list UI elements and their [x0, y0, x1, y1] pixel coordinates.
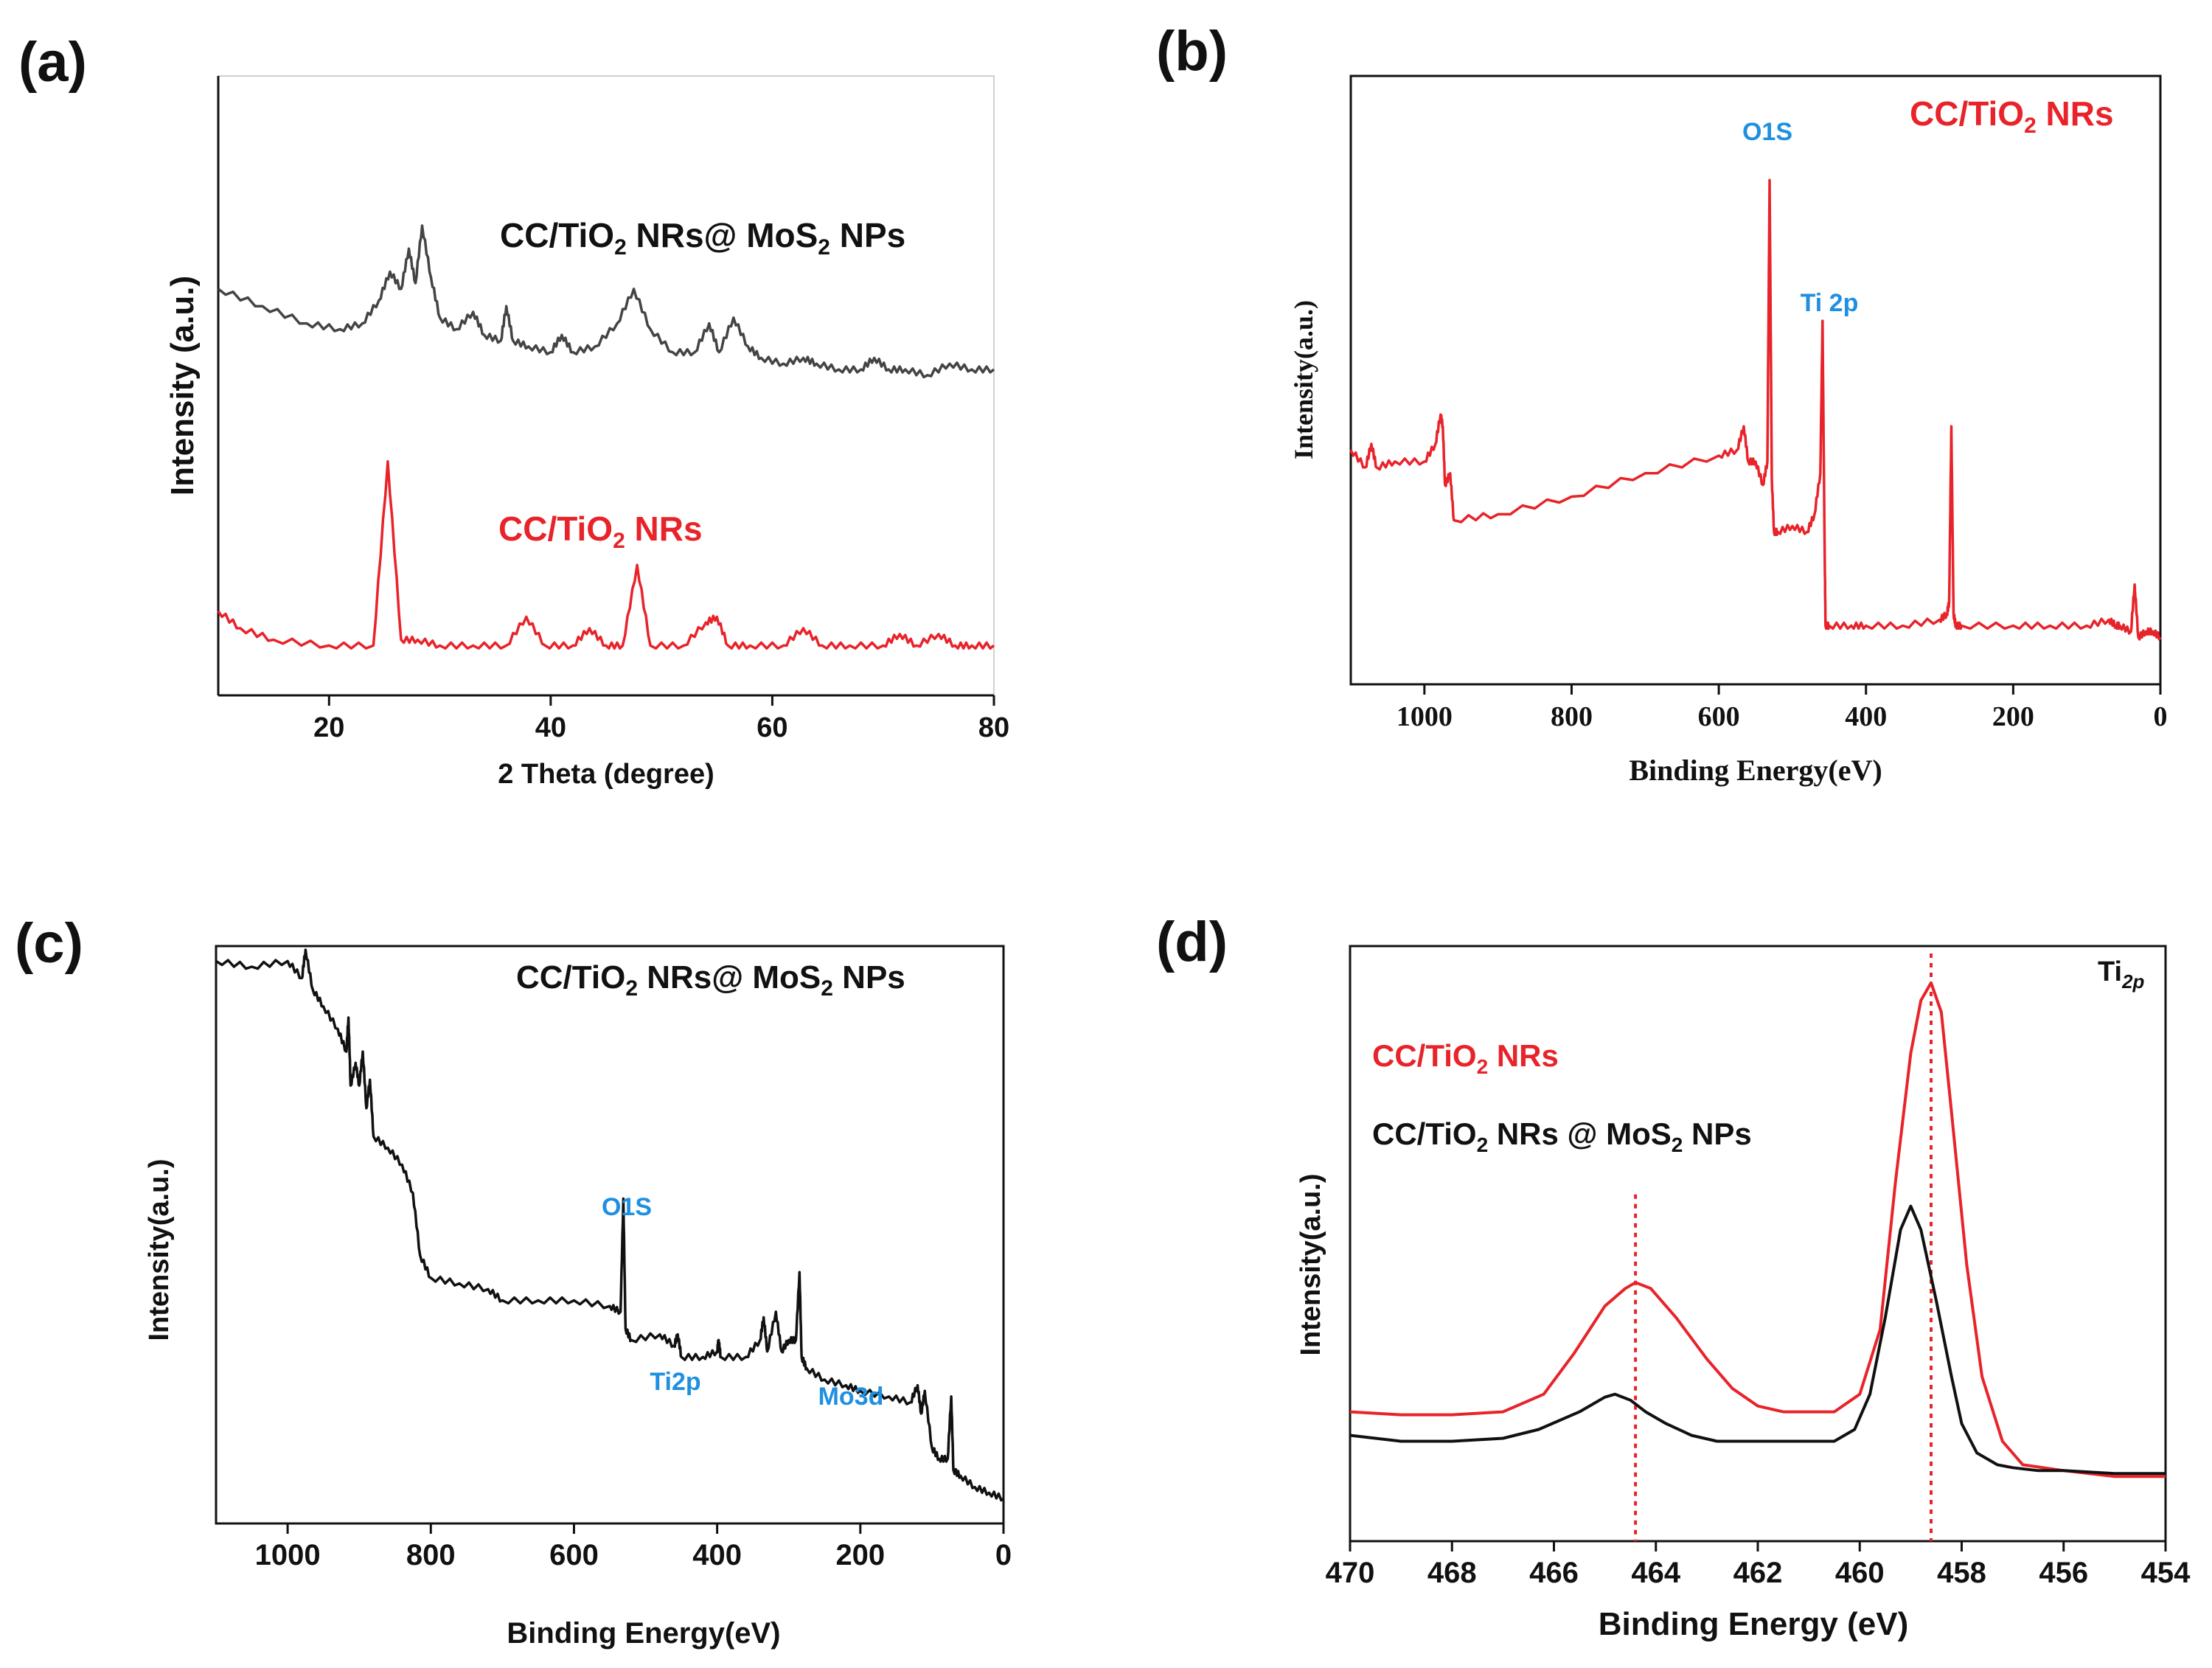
x-tick-label-c-4: 200	[835, 1539, 885, 1571]
legend-label-d-mos2: CC/TiO2 NRs @ MoS2 NPs	[1372, 1116, 1752, 1156]
panel-a: (a) 20 40 60 80 2 Theta (degree) Intensity …	[18, 31, 1009, 790]
x-axis-label-a: 2 Theta (degree)	[498, 759, 714, 790]
series-line-d-0	[1349, 981, 2166, 1478]
peak-label-b-ti2p: Ti 2p	[1801, 289, 1859, 317]
x-tick-labels-a: 20 40 60 80	[313, 712, 1009, 743]
legend-label-c: CC/TiO2 NRs@ MoS2 NPs	[516, 959, 905, 1001]
peak-label-b-o1s: O1S	[1742, 118, 1792, 146]
x-tick-label-c-5: 0	[995, 1539, 1012, 1571]
plot-frame-c	[215, 945, 1005, 1525]
x-tick-label-c-3: 400	[692, 1539, 742, 1571]
x-tick-label-a-3: 80	[978, 712, 1009, 743]
x-ticks-d	[1349, 1541, 2167, 1551]
y-axis-label-c: Intensity(a.u.)	[144, 1158, 175, 1341]
peak-label-c-ti2p: Ti2p	[650, 1368, 700, 1396]
x-tick-label-b-4: 200	[1992, 701, 2034, 732]
plot-area-outer-a	[218, 75, 995, 696]
x-tick-label-d-7: 456	[2039, 1557, 2088, 1589]
plot-frame-b	[1349, 74, 2162, 686]
x-tick-label-b-1: 800	[1551, 701, 1593, 732]
legend-label-d-tio2: CC/TiO2 NRs	[1372, 1038, 1559, 1078]
x-tick-label-a-0: 20	[313, 712, 344, 743]
plot-frame-d	[1349, 945, 2167, 1543]
panel-label-b: (b)	[1156, 20, 1228, 83]
x-axis-label-b: Binding Energy(eV)	[1629, 754, 1882, 787]
x-tick-label-d-4: 462	[1733, 1557, 1783, 1589]
series-line-d-1	[1349, 1204, 2166, 1476]
x-tick-label-d-1: 468	[1427, 1557, 1477, 1589]
x-tick-label-b-0: 1000	[1397, 701, 1453, 732]
series-line-a-0	[217, 224, 995, 379]
legend-label-a-tio2: CC/TiO2 NRs	[498, 510, 703, 553]
x-axis-label-c: Binding Energy(eV)	[507, 1617, 780, 1650]
panel-label-a: (a)	[18, 31, 87, 94]
legend-label-a-mos2: CC/TiO2 NRs@ MoS2 NPs	[500, 216, 905, 260]
x-tick-label-d-3: 464	[1631, 1557, 1680, 1589]
series-group-c	[215, 948, 1005, 1502]
y-axis-label-a: Intensity (a.u.)	[164, 276, 201, 496]
x-tick-label-a-2: 60	[757, 712, 787, 743]
legend-label-b: CC/TiO2 NRs	[1910, 94, 2114, 138]
x-tick-label-c-2: 600	[549, 1539, 599, 1571]
x-tick-labels-b: 1000 800 600 400 200 0	[1397, 701, 2168, 732]
x-tick-label-a-1: 40	[535, 712, 566, 743]
x-tick-label-d-0: 470	[1326, 1557, 1375, 1589]
y-axis-label-d: Intensity(a.u.)	[1295, 1173, 1326, 1355]
series-line-a-1	[217, 460, 995, 650]
x-ticks-c	[286, 1523, 1005, 1534]
x-tick-label-b-3: 400	[1845, 701, 1887, 732]
x-ticks-a	[327, 695, 995, 706]
series-group-b	[1349, 178, 2162, 641]
peak-label-c-o1s: O1S	[602, 1193, 652, 1221]
panel-b: (b) 1000 800 600 400 200 0 Binding Energy(eV)…	[1156, 20, 2168, 787]
panel-c: (c) 1000 800 600 400 200 0 Binding Energy(eV)…	[15, 912, 1012, 1650]
series-line-b-0	[1349, 178, 2162, 641]
x-ticks-b	[1423, 684, 2162, 695]
x-tick-label-d-2: 466	[1529, 1557, 1579, 1589]
x-tick-label-d-8: 454	[2141, 1557, 2191, 1589]
x-tick-label-d-5: 460	[1835, 1557, 1885, 1589]
panel-tag-d-ti2p: Ti2p	[2098, 956, 2145, 993]
y-axis-label-b: Intensity(a.u.)	[1289, 300, 1318, 459]
x-tick-label-b-5: 0	[2154, 701, 2168, 732]
x-tick-label-b-2: 600	[1698, 701, 1740, 732]
x-tick-label-c-1: 800	[406, 1539, 456, 1571]
x-axis-label-d: Binding Energy (eV)	[1599, 1606, 1908, 1642]
series-line-c-0	[215, 948, 1005, 1502]
dashed-markers-d	[1634, 953, 1933, 1541]
series-group-d	[1349, 981, 2166, 1478]
panel-d: (d) 470 468 466 464 462 460 458 456 454 Binding …	[1156, 911, 2191, 1642]
x-tick-label-c-0: 1000	[255, 1539, 321, 1571]
x-tick-labels-d: 470 468 466 464 462 460 458 456 454	[1326, 1557, 2191, 1589]
panel-label-c: (c)	[15, 912, 83, 975]
peak-label-c-mo3d: Mo3d	[818, 1383, 884, 1411]
x-tick-label-d-6: 458	[1937, 1557, 1986, 1589]
x-tick-labels-c: 1000 800 600 400 200 0	[255, 1539, 1012, 1571]
series-group-a	[217, 224, 995, 650]
panel-label-d: (d)	[1156, 911, 1228, 973]
